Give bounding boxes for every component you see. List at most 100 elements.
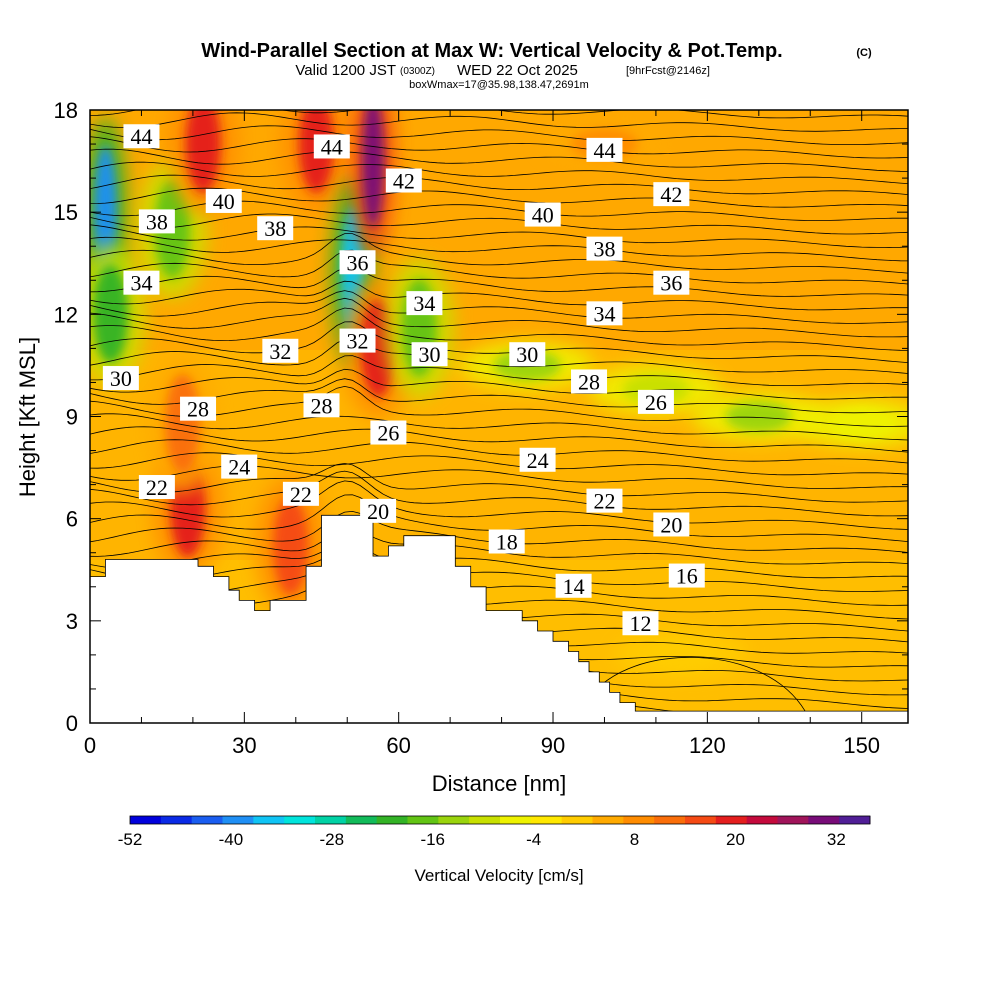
contour-label-box <box>360 498 397 523</box>
colorbar-swatch <box>685 816 717 824</box>
contour-label: 16 <box>668 563 705 589</box>
contour-label-text: 34 <box>413 291 435 316</box>
contour-label-box <box>637 389 674 414</box>
contour-label-text: 40 <box>213 189 235 214</box>
contour-label: 34 <box>586 301 623 326</box>
contour-label: 26 <box>637 389 674 415</box>
contour-label: 26 <box>370 420 407 446</box>
contour-label: 24 <box>519 447 556 473</box>
colorbar-swatch <box>746 816 778 824</box>
contour-label-box <box>586 236 623 261</box>
contour-label-text: 44 <box>321 134 343 159</box>
contour-label-text: 16 <box>676 564 698 589</box>
contour-label: 30 <box>509 342 546 367</box>
contour-label: 18 <box>488 529 525 555</box>
contour-label-box <box>102 366 139 391</box>
contour-label-text: 40 <box>532 203 554 228</box>
theta-contour-line <box>90 161 908 184</box>
contour-label-text: 36 <box>660 271 682 296</box>
theta-contour-line <box>90 112 908 132</box>
contour-label: 20 <box>360 498 397 524</box>
contour-label-text: 22 <box>290 482 312 507</box>
terrain-mask <box>90 514 908 723</box>
colorbar-swatch <box>808 816 840 824</box>
contour-label: 28 <box>303 393 340 418</box>
y-tick-label: 15 <box>54 200 78 225</box>
contour-label: 38 <box>138 209 175 234</box>
x-tick-label: 90 <box>541 733 565 758</box>
contour-label-text: 24 <box>228 455 250 480</box>
theta-contour-line <box>90 385 908 427</box>
valid-prefix: Valid 1200 JST <box>295 62 396 79</box>
contour-label-text: 18 <box>496 530 518 555</box>
colorbar-swatch <box>654 816 686 824</box>
contour-label-text: 34 <box>593 301 615 326</box>
y-axis-label: Height [Kft MSL] <box>15 337 40 497</box>
contour-label: 22 <box>138 475 175 500</box>
x-axis-label: Distance [nm] <box>432 771 567 796</box>
contour-label-box <box>519 447 556 472</box>
contour-label-box <box>653 512 690 537</box>
theta-contour-line <box>90 266 908 297</box>
contour-label: 38 <box>586 236 623 262</box>
colorbar-swatch <box>191 816 223 824</box>
contour-label-box <box>571 369 608 394</box>
theta-contour-line <box>90 368 908 400</box>
colorbar-swatch <box>839 816 871 824</box>
colorbar-swatch <box>469 816 501 824</box>
contour-label-text: 36 <box>347 250 369 275</box>
contour-label-box <box>257 216 294 241</box>
contour-label: 30 <box>102 366 139 391</box>
theta-contour-line <box>90 439 908 464</box>
contour-label-box <box>524 202 561 227</box>
colorbar-frame <box>129 815 871 825</box>
theta-contour-line <box>90 307 908 351</box>
theta-contour-line <box>90 249 908 285</box>
colorbar-swatch <box>561 816 593 824</box>
colorbar-swatch <box>315 816 347 824</box>
contour-label: 22 <box>282 481 319 507</box>
colorbar-swatch <box>530 816 563 824</box>
y-tick-label: 0 <box>66 711 78 736</box>
contour-label: 44 <box>313 134 350 159</box>
contour-label-text: 22 <box>593 489 615 514</box>
contour-label-text: 20 <box>367 499 389 524</box>
contour-label-box <box>488 529 525 554</box>
theta-contour-line <box>90 213 908 235</box>
contour-label: 30 <box>411 342 448 367</box>
colorbar-swatch <box>130 816 162 824</box>
colorbar-tick-label: -28 <box>320 830 345 849</box>
contour-label-box <box>370 420 407 445</box>
contour-label: 24 <box>221 454 258 480</box>
x-tick-label: 30 <box>232 733 256 758</box>
copyright-mark: (C) <box>856 47 872 59</box>
contour-label-box <box>555 573 592 598</box>
theta-contour-line <box>90 452 908 476</box>
colorbar-swatch <box>160 816 193 824</box>
theta-contour-line <box>90 290 908 324</box>
colorbar-swatch <box>407 816 439 824</box>
contour-label-text: 28 <box>187 397 209 422</box>
valid-date: WED 22 Oct 2025 <box>457 62 578 79</box>
contour-label-text: 38 <box>593 237 615 262</box>
colorbar-swatch <box>284 816 316 824</box>
contour-label-text: 38 <box>264 216 286 241</box>
contour-label: 36 <box>339 250 376 275</box>
y-tick-label: 12 <box>54 302 78 327</box>
contour-label-text: 12 <box>629 611 651 636</box>
x-tick-label: 120 <box>689 733 726 758</box>
contour-label-text: 38 <box>146 209 168 234</box>
colorbar: -52 -40 -28 -16 -4 8 20 32 <box>118 815 871 849</box>
colorbar-tick-label: -52 <box>118 830 143 849</box>
colorbar-swatch <box>592 816 624 824</box>
contour-label: 44 <box>586 137 623 163</box>
velocity-features <box>90 110 908 680</box>
colorbar-swatch <box>345 816 378 824</box>
contour-label-text: 44 <box>593 138 615 163</box>
theta-contour-line <box>90 378 908 414</box>
theta-contour-line <box>90 297 908 338</box>
theta-contour-labels: 44 44 44 42 42 40 40 38 38 38 36 36 34 34 34 32 32 30 30 30… <box>102 124 705 636</box>
colorbar-swatch <box>777 816 809 824</box>
contour-label: 36 <box>653 270 690 296</box>
contour-label-box <box>138 209 175 234</box>
